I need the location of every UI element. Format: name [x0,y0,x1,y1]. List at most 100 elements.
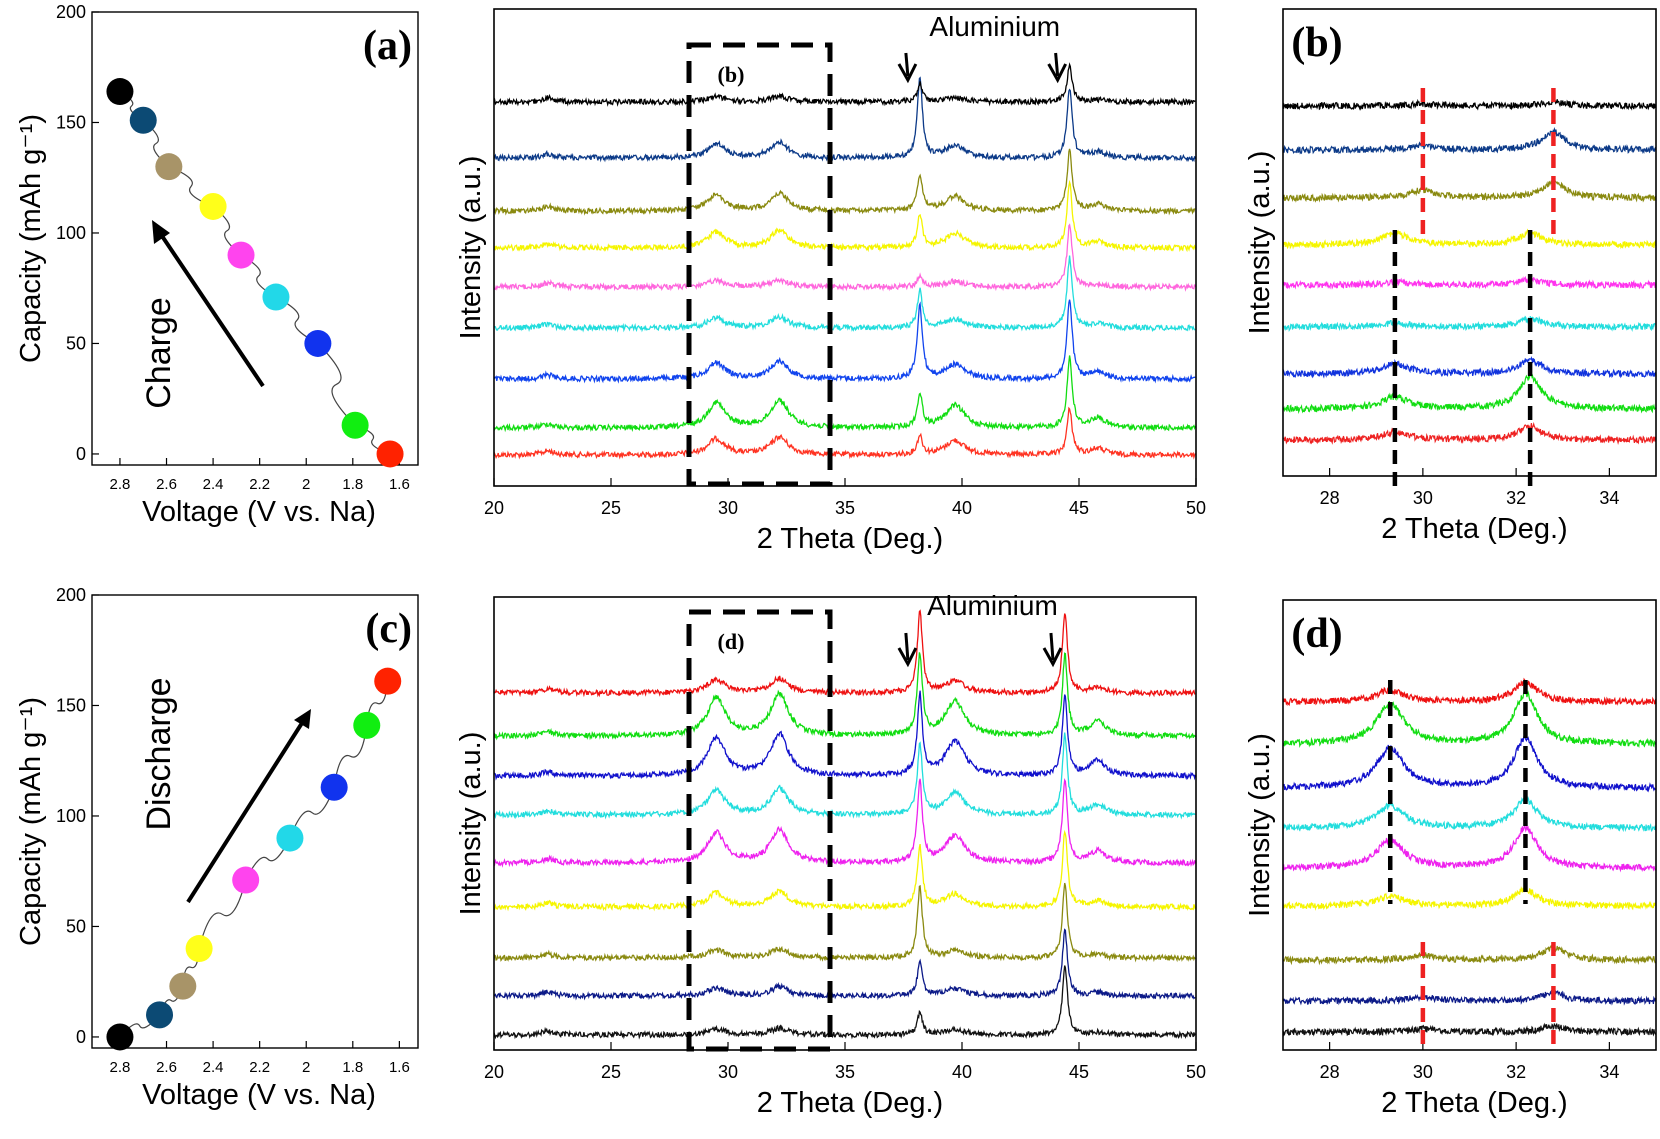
x-tick-label: 30 [718,1062,738,1082]
arrow-label: Charge [140,297,178,409]
data-point [155,153,183,181]
x-tick-label: 20 [484,498,504,518]
x-axis-label: 2 Theta (Deg.) [1381,513,1567,545]
x-tick-label: 2.6 [156,1059,177,1076]
aluminium-arrow-head [897,647,918,668]
data-point [262,283,290,311]
data-point [169,972,197,1000]
xrd-trace [493,777,1196,868]
y-tick-label: 0 [76,444,86,464]
x-tick-label: 34 [1599,1062,1619,1082]
x-tick-label: 35 [835,1062,855,1082]
y-tick-label: 50 [66,333,86,353]
panel-label: (a) [363,23,412,69]
aluminium-arrow-head [1047,63,1067,84]
x-tick-label: 35 [835,498,855,518]
data-point [129,106,157,134]
data-point [106,78,134,106]
aluminium-annotation: Aluminium [929,11,1060,42]
x-tick-label: 2.8 [110,1059,131,1076]
y-tick-label: 100 [56,223,86,243]
data-point [353,711,381,739]
x-tick-label: 28 [1320,488,1340,508]
x-tick-label: 34 [1599,488,1619,508]
zoom-trace [1282,1022,1656,1037]
zoom-trace [1282,734,1657,793]
plot-frame-c [91,594,419,1049]
plot-frame-b [1282,8,1657,477]
aluminium-arrow [904,632,910,661]
zoom-trace [1282,689,1657,749]
plot-frame-d [1282,599,1657,1051]
x-tick-label: 40 [952,1062,972,1082]
xrd-trace [493,223,1196,292]
x-tick-label: 2 [302,1059,310,1076]
x-tick-label: 40 [952,498,972,518]
data-point [376,440,404,468]
zoom-trace [1282,228,1657,250]
xrd-trace [493,255,1196,333]
xrd-trace [493,965,1196,1040]
xrd-trace [493,652,1196,741]
x-tick-label: 2 [302,476,310,493]
plot-frame-xrd_discharge [493,596,1197,1051]
x-tick-label: 1.8 [342,1059,363,1076]
data-point [146,1001,174,1029]
zoom-trace [1282,885,1657,911]
y-tick-label: 200 [56,2,86,22]
xrd-trace [493,299,1196,384]
x-tick-label: 2.2 [249,1059,270,1076]
x-tick-label: 2.4 [203,476,224,493]
data-point [304,329,332,357]
x-tick-label: 20 [484,1062,504,1082]
data-point [276,824,304,852]
x-tick-label: 30 [1413,1062,1433,1082]
zoom-trace [1282,989,1657,1006]
x-tick-label: 25 [601,1062,621,1082]
xrd-trace [493,355,1196,433]
data-point [232,866,260,894]
zoom-trace [1282,126,1657,155]
aluminium-annotation: Aluminium [927,590,1058,621]
x-tick-label: 50 [1186,498,1206,518]
y-tick-label: 150 [56,695,86,715]
panel-label: (b) [1291,20,1342,66]
aluminium-arrow [1054,52,1060,77]
inset-region-box [686,42,833,487]
charge-arrow [160,234,265,388]
zoom-trace [1282,825,1656,873]
x-tick-label: 2.4 [203,1059,224,1076]
zoom-trace [1282,315,1656,332]
y-axis-label: Intensity (a.u.) [1244,151,1276,335]
xrd-trace [493,76,1196,163]
y-tick-label: 50 [66,916,86,936]
x-tick-label: 50 [1186,1062,1206,1082]
data-point [185,935,213,963]
inset-region-label: (b) [718,62,745,87]
y-axis-label: Intensity (a.u.) [455,156,487,340]
xrd-trace [493,148,1196,216]
zoom-trace [1283,944,1656,966]
xrd-trace [493,62,1196,107]
y-tick-label: 150 [56,112,86,132]
zoom-trace [1282,372,1657,414]
x-tick-label: 28 [1320,1062,1340,1082]
x-axis-label: 2 Theta (Deg.) [1381,1087,1567,1119]
x-tick-label: 25 [601,498,621,518]
xrd-trace [493,609,1196,698]
data-point [320,773,348,801]
plot-frame-a [91,11,419,466]
xrd-trace [493,882,1196,963]
zoom-trace [1282,677,1657,707]
x-tick-label: 32 [1506,488,1526,508]
xrd-trace [493,179,1196,253]
xrd-trace [493,406,1196,460]
xrd-trace [493,690,1196,781]
x-tick-label: 2.2 [249,476,270,493]
arrow-label: Discharge [140,677,178,830]
x-axis-label: 2 Theta (Deg.) [757,1087,943,1119]
x-tick-label: 2.6 [156,476,177,493]
discharge-arrow [186,721,304,904]
aluminium-arrow-head [1042,647,1063,668]
